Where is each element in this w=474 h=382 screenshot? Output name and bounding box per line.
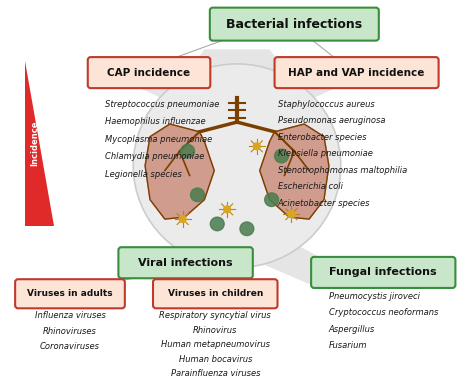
Circle shape [191,188,204,202]
Text: Legionella species: Legionella species [105,170,182,179]
Circle shape [179,216,186,222]
Text: Enterobacter species: Enterobacter species [277,133,366,142]
Text: Klebsiella pneumoniae: Klebsiella pneumoniae [277,149,373,158]
FancyBboxPatch shape [153,279,277,308]
Text: Stenotrophomonas maltophilia: Stenotrophomonas maltophilia [277,166,407,175]
Polygon shape [260,124,329,219]
Polygon shape [181,49,293,80]
Polygon shape [145,124,214,219]
Circle shape [133,64,341,267]
Circle shape [224,206,230,213]
Polygon shape [273,66,383,98]
Text: Mycoplasma pneumoniae: Mycoplasma pneumoniae [105,135,212,144]
Text: Rhinoviruses: Rhinoviruses [43,327,97,336]
Text: Influenza viruses: Influenza viruses [35,311,105,320]
Text: Chlamydia pneumoniae: Chlamydia pneumoniae [105,152,204,161]
Text: Viruses in adults: Viruses in adults [27,289,113,298]
Text: Rhinovirus: Rhinovirus [193,326,237,335]
Text: Fusarium: Fusarium [329,341,367,350]
Text: Pneumocystis jiroveci: Pneumocystis jiroveci [329,292,420,301]
Text: Respiratory syncytial virus: Respiratory syncytial virus [159,311,271,320]
Text: Pseudomonas aeruginosa: Pseudomonas aeruginosa [277,116,385,125]
Circle shape [240,222,254,236]
Polygon shape [92,66,201,98]
Circle shape [288,211,295,218]
Text: Fungal infections: Fungal infections [329,267,437,277]
Text: Escherichia coli: Escherichia coli [277,182,343,191]
Text: Parainfluenza viruses: Parainfluenza viruses [171,369,260,379]
Text: Aspergillus: Aspergillus [329,325,375,334]
Text: Cryptococcus neoformans: Cryptococcus neoformans [329,308,438,317]
Text: Human metapneumovirus: Human metapneumovirus [161,340,270,349]
Text: Staphylococcus aureus: Staphylococcus aureus [277,100,374,109]
Circle shape [274,149,288,163]
Text: Bacterial infections: Bacterial infections [226,18,363,31]
Text: HAP and VAP incidence: HAP and VAP incidence [288,68,425,78]
Text: Viruses in children: Viruses in children [168,289,263,298]
Polygon shape [25,61,54,226]
Text: Acinetobacter species: Acinetobacter species [277,199,370,208]
Text: Coronaviruses: Coronaviruses [40,342,100,351]
FancyBboxPatch shape [15,279,125,308]
Circle shape [264,193,279,206]
FancyBboxPatch shape [274,57,438,88]
Text: Human bocavirus: Human bocavirus [179,355,252,364]
Polygon shape [237,243,368,284]
FancyBboxPatch shape [118,247,253,278]
Text: Haemophilus influenzae: Haemophilus influenzae [105,117,205,126]
Circle shape [253,143,260,150]
Polygon shape [141,243,237,279]
Text: Streptococcus pneumoniae: Streptococcus pneumoniae [105,100,219,109]
FancyBboxPatch shape [88,57,210,88]
Circle shape [210,217,224,231]
Text: Incidence: Incidence [30,121,39,166]
Circle shape [181,144,194,158]
Text: Viral infections: Viral infections [138,258,233,268]
FancyBboxPatch shape [311,257,456,288]
FancyBboxPatch shape [210,8,379,40]
Text: CAP incidence: CAP incidence [108,68,191,78]
